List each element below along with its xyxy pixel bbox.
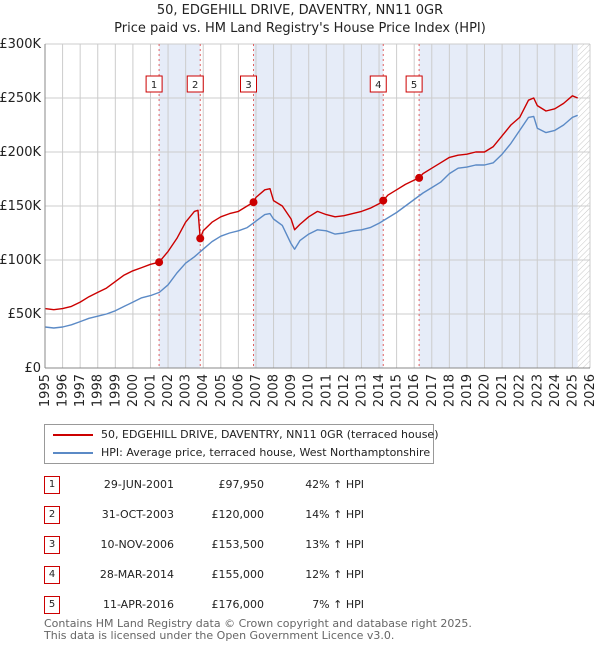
x-tick-label: 2004: [196, 374, 211, 407]
x-tick-label: 2017: [425, 374, 440, 407]
sale-price: £120,000: [211, 508, 265, 521]
legend-swatch-property: [53, 434, 93, 436]
x-tick-label: 2015: [390, 374, 405, 407]
sale-price: £97,950: [218, 478, 265, 491]
x-tick-label: 2010: [302, 374, 317, 407]
sale-label-box: [145, 75, 163, 93]
sale-point: [249, 198, 258, 207]
sale-label: 2: [192, 80, 198, 91]
x-tick-label: 1999: [108, 374, 123, 407]
x-tick-label: 2012: [337, 374, 352, 407]
sale-label-box: [186, 75, 204, 93]
sale-label: 4: [375, 80, 381, 91]
sale-date: 10-NOV-2006: [100, 538, 174, 551]
sale-point: [155, 258, 164, 267]
x-tick-label: 2024: [548, 374, 563, 407]
sale-row: 1 29-JUN-2001 £97,950 42% ↑ HPI: [44, 476, 464, 494]
x-tick-label: 1998: [91, 374, 106, 407]
sale-number-badge: 3: [44, 536, 60, 554]
sale-row: 4 28-MAR-2014 £155,000 12% ↑ HPI: [44, 566, 464, 584]
title-line-2: Price paid vs. HM Land Registry's House …: [114, 21, 486, 36]
legend-label-property: 50, EDGEHILL DRIVE, DAVENTRY, NN11 0GR (…: [101, 428, 439, 441]
sale-number-badge: 5: [44, 596, 60, 614]
footer-line-2: This data is licensed under the Open Gov…: [44, 629, 395, 642]
sale-row: 5 11-APR-2016 £176,000 7% ↑ HPI: [44, 596, 464, 614]
sale-date: 28-MAR-2014: [99, 568, 174, 581]
x-tick-label: 2019: [460, 374, 475, 407]
sale-point: [379, 196, 388, 205]
x-tick-label: 1995: [38, 374, 53, 407]
sale-price: £155,000: [211, 568, 265, 581]
x-tick-label: 2018: [442, 374, 457, 407]
legend-swatch-hpi: [53, 452, 93, 454]
x-tick-label: 2011: [319, 374, 334, 407]
sale-price: £153,500: [211, 538, 265, 551]
hpi-line: [44, 114, 578, 329]
y-tick-label: £50K: [8, 307, 42, 322]
sale-date: 29-JUN-2001: [103, 478, 174, 491]
y-tick-label: £100K: [0, 253, 41, 268]
title-line-1: 50, EDGEHILL DRIVE, DAVENTRY, NN11 0GR: [156, 3, 444, 18]
sale-number-badge: 4: [44, 566, 60, 584]
x-tick-label: 2008: [267, 374, 282, 407]
property-price-line: [44, 95, 578, 311]
x-tick-label: 2006: [231, 374, 246, 407]
footer-line-1: Contains HM Land Registry data © Crown c…: [44, 617, 472, 630]
x-tick-label: 2013: [354, 374, 369, 407]
x-tick-label: 2020: [478, 374, 493, 407]
x-tick-label: 2023: [530, 374, 545, 407]
x-tick-label: 2007: [249, 374, 264, 407]
x-tick-label: 1996: [56, 374, 71, 407]
sale-row: 3 10-NOV-2006 £153,500 13% ↑ HPI: [44, 536, 464, 554]
x-tick-label: 2026: [583, 374, 598, 407]
x-tick-label: 2001: [143, 374, 158, 407]
x-tick-label: 2016: [407, 374, 422, 407]
y-tick-label: £0: [24, 361, 41, 376]
sale-hpi-change: 7% ↑ HPI: [312, 598, 364, 611]
price-chart: 1 2 3 4 5 £0 £50K £100K £150K £200K £250K £300K 1995…: [0, 37, 598, 407]
sale-label: 5: [411, 80, 417, 91]
sale-label: 1: [151, 80, 157, 91]
sale-number-badge: 1: [44, 476, 60, 494]
legend-label-hpi: HPI: Average price, terraced house, West…: [101, 446, 431, 459]
x-tick-label: 2025: [565, 374, 580, 407]
sale-hpi-change: 14% ↑ HPI: [305, 508, 364, 521]
sale-label: 3: [245, 80, 251, 91]
x-tick-label: 2000: [126, 374, 141, 407]
y-tick-label: £250K: [0, 91, 41, 106]
sale-price: £176,000: [211, 598, 265, 611]
sale-hpi-change: 12% ↑ HPI: [305, 568, 364, 581]
y-tick-label: £200K: [0, 145, 41, 160]
sale-hpi-change: 42% ↑ HPI: [305, 478, 364, 491]
x-tick-label: 2003: [179, 374, 194, 407]
sale-hpi-change: 13% ↑ HPI: [305, 538, 364, 551]
y-tick-label: £150K: [0, 199, 41, 214]
sale-number-badge: 2: [44, 506, 60, 524]
y-tick-label: £300K: [0, 37, 41, 52]
x-tick-label: 2009: [284, 374, 299, 407]
sale-date: 11-APR-2016: [102, 598, 174, 611]
x-tick-label: 1997: [73, 374, 88, 407]
x-tick-label: 2021: [495, 374, 510, 407]
sale-point: [196, 234, 205, 243]
x-tick-label: 2014: [372, 374, 387, 407]
sale-point: [415, 173, 424, 182]
sale-label-box: [369, 75, 387, 93]
chart-title: 50, EDGEHILL DRIVE, DAVENTRY, NN11 0GR P…: [0, 2, 600, 38]
footer-credits: Contains HM Land Registry data © Crown c…: [44, 618, 472, 642]
sale-label-box: [405, 75, 423, 93]
x-tick-label: 2002: [161, 374, 176, 407]
sale-date: 31-OCT-2003: [101, 508, 174, 521]
sale-label-box: [240, 75, 258, 93]
x-tick-label: 2005: [214, 374, 229, 407]
legend: 50, EDGEHILL DRIVE, DAVENTRY, NN11 0GR (…: [44, 424, 439, 464]
x-tick-label: 2022: [513, 374, 528, 407]
sale-row: 2 31-OCT-2003 £120,000 14% ↑ HPI: [44, 506, 464, 524]
